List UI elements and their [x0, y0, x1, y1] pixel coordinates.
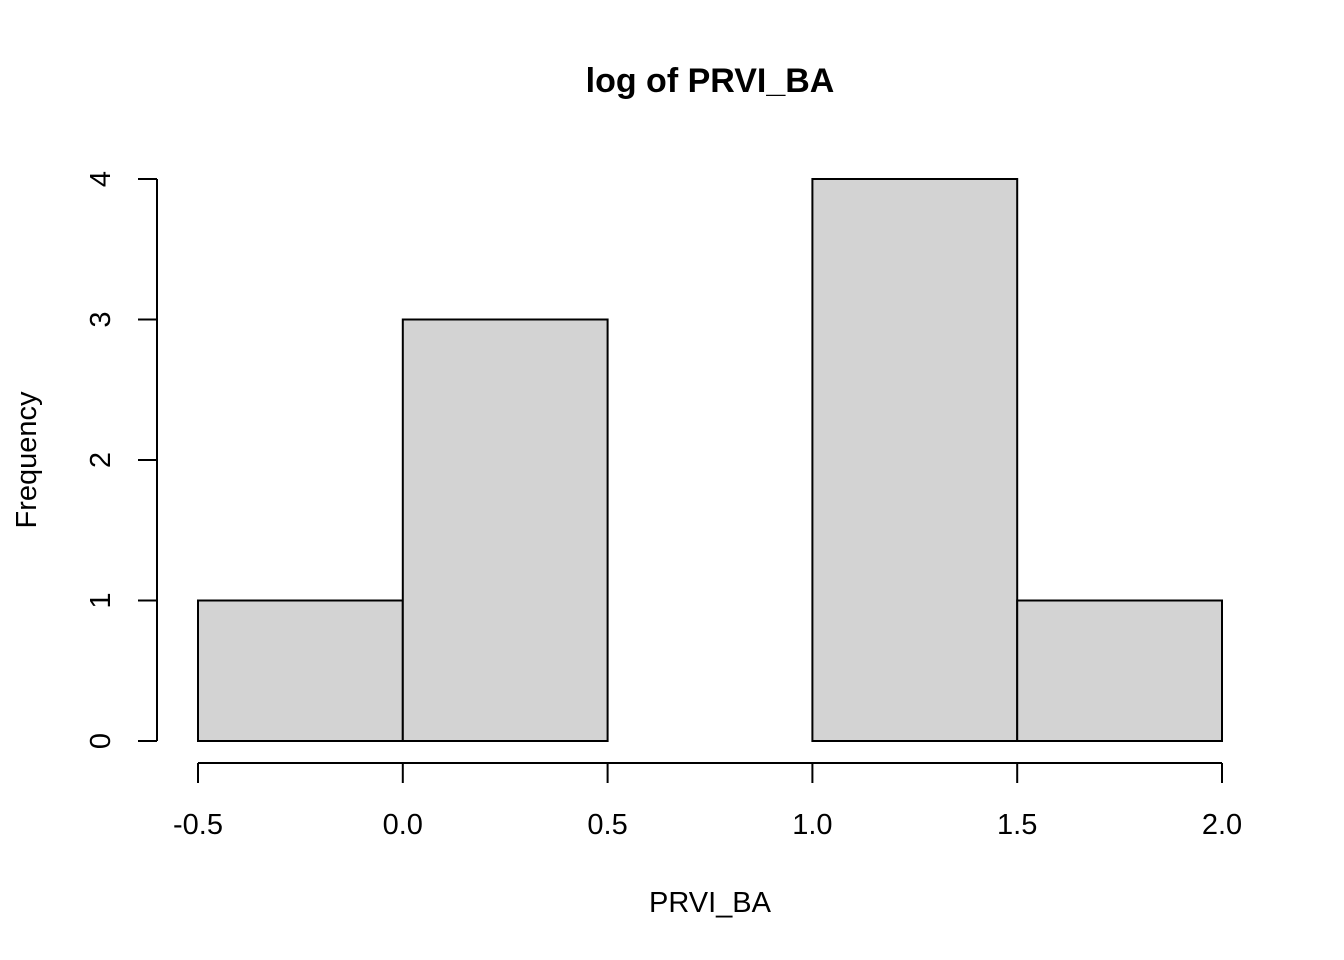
y-axis-label: Frequency: [11, 391, 43, 529]
chart-title: log of PRVI_BA: [586, 62, 835, 100]
y-tick-label: 2: [85, 452, 117, 468]
histogram-bar-0: [197, 599, 404, 742]
x-tick-label: 0.5: [587, 809, 627, 841]
y-tick-label: 1: [85, 592, 117, 608]
y-axis: 0 1 2 3 4: [85, 171, 158, 749]
x-tick-label: 2.0: [1202, 809, 1242, 841]
x-tick-label: 1.5: [997, 809, 1037, 841]
histogram-bar-3: [811, 178, 1019, 742]
x-tick-label: -0.5: [173, 809, 223, 841]
bars-group: [197, 178, 1224, 742]
y-tick-label: 4: [85, 171, 117, 187]
histogram-bar-1: [401, 318, 609, 742]
x-tick-label: 1.0: [792, 809, 832, 841]
x-tick-label: 0.0: [383, 809, 423, 841]
histogram-bar-4: [1016, 599, 1224, 742]
x-axis: -0.5 0.0 0.5 1.0 1.5 2.0: [173, 762, 1242, 841]
x-axis-label: PRVI_BA: [649, 887, 772, 919]
y-tick-label: 3: [85, 311, 117, 327]
y-tick-label: 0: [85, 733, 117, 749]
